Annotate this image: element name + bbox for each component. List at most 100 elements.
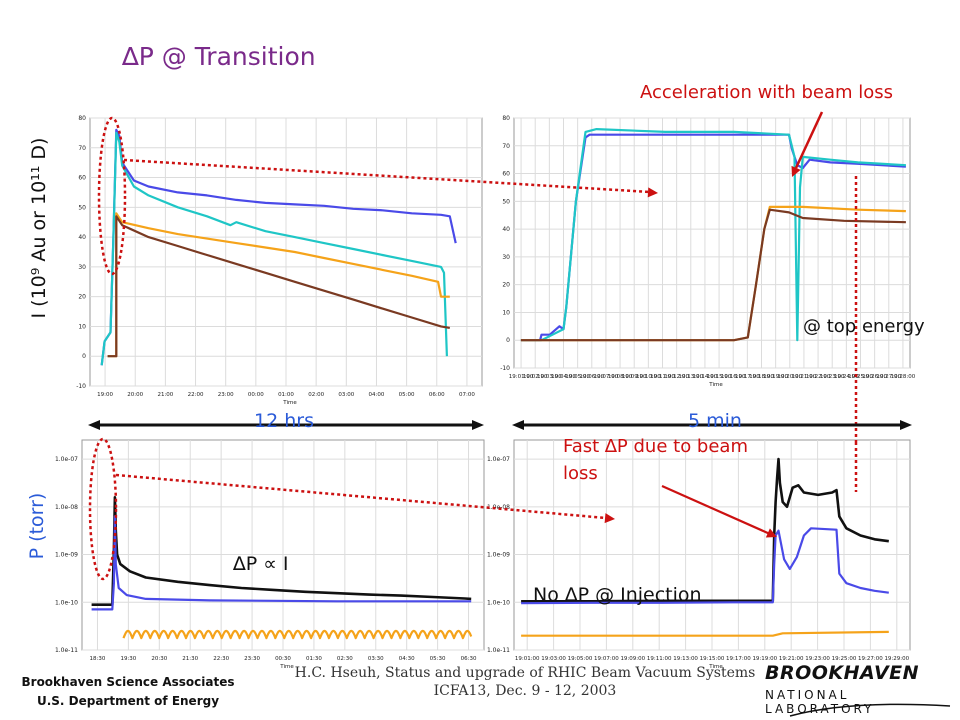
series-line-brown — [107, 215, 450, 358]
y-tick-label: 60 — [502, 171, 510, 178]
x-tick-label: 19:21:00 — [779, 656, 804, 662]
series-line-blue — [521, 527, 889, 605]
x-tick-label: 06:30 — [461, 656, 477, 662]
x-tick-label: 19:22:00 — [806, 374, 831, 380]
x-tick-label: 19:19:00 — [752, 656, 777, 662]
ylabel-pressure: P (torr) — [26, 492, 48, 560]
y-tick-label: 40 — [502, 226, 510, 233]
x-tick-label: 01:30 — [306, 656, 322, 662]
x-tick-label: 19:16:00 — [721, 374, 746, 380]
span-arrow-5min-right-head — [900, 420, 912, 430]
x-tick-label: 23:30 — [244, 656, 260, 662]
series-line-blue — [91, 515, 472, 611]
span-arrow-5min-left-head — [512, 420, 524, 430]
arrowhead-pressure — [604, 513, 615, 524]
annotation-dp-proportional: ∆P ∝ I — [233, 553, 289, 575]
y-tick-label: 80 — [78, 115, 86, 122]
x-axis-label: Time — [708, 382, 723, 388]
y-tick-label: 30 — [502, 254, 510, 261]
x-tick-label: 19:30 — [120, 656, 136, 662]
y-tick-label: 1.0e-09 — [55, 552, 78, 559]
x-tick-label: 19:11:00 — [650, 374, 675, 380]
x-tick-label: 18:30 — [90, 656, 106, 662]
y-tick-label: 1.0e-11 — [55, 647, 78, 654]
x-tick-label: 19:28:00 — [891, 374, 916, 380]
x-axis-label: Time — [708, 664, 723, 670]
x-tick-label: 23:00 — [218, 392, 234, 398]
span-arrow-12hrs-left-head — [88, 420, 100, 430]
series-line-brown — [520, 208, 906, 342]
highlight-ellipse-pressure — [88, 437, 118, 581]
footer-citation: H.C. Hseuh, Status and upgrade of RHIC B… — [288, 664, 762, 700]
x-axis-label: Time — [279, 664, 294, 670]
x-tick-label: 19:19:00 — [763, 374, 788, 380]
y-tick-label: 10 — [502, 309, 510, 316]
x-tick-label: 00:30 — [275, 656, 291, 662]
x-tick-label: 19:17:00 — [726, 656, 751, 662]
y-tick-label: 1.0e-09 — [487, 552, 510, 559]
y-tick-label: 50 — [502, 198, 510, 205]
y-tick-label: 1.0e-08 — [55, 504, 78, 511]
footer-citation-line2: ICFA13, Dec. 9 - 12, 2003 — [433, 683, 617, 699]
chart-pressure-5min: 1.0e-11 1.0e-10 1.0e-09 1.0e-08 1.0e-07 19:01… — [487, 439, 911, 670]
y-tick-label: 0 — [506, 337, 510, 344]
arrowhead-acceleration — [791, 165, 801, 177]
series-line-black — [521, 457, 889, 603]
x-tick-label: 19:09:00 — [622, 374, 647, 380]
footer-org-line2: U.S. Department of Energy — [36, 694, 220, 708]
arrow-acceleration — [794, 111, 824, 169]
x-tick-label: 19:15:00 — [707, 374, 732, 380]
y-tick-label: 1.0e-07 — [487, 456, 510, 463]
x-tick-label: 19:05:00 — [565, 374, 590, 380]
series-line-cyan — [100, 131, 448, 366]
x-tick-label: 19:18:00 — [749, 374, 774, 380]
series-line-orange — [107, 212, 450, 358]
logo-swoosh — [789, 703, 951, 717]
x-tick-label: 19:27:00 — [858, 656, 883, 662]
chart-pressure-12hr: 1.0e-11 1.0e-10 1.0e-09 1.0e-08 1.0e-07 18:30… — [55, 439, 485, 670]
x-tick-label: 04:30 — [399, 656, 415, 662]
x-tick-label: 19:23:00 — [805, 656, 830, 662]
arrowhead-current — [647, 187, 658, 198]
x-tick-label: 05:30 — [430, 656, 446, 662]
annotation-acceleration: Acceleration with beam loss — [640, 82, 894, 103]
x-tick-label: 19:26:00 — [862, 374, 887, 380]
x-tick-label: 19:13:00 — [678, 374, 703, 380]
x-tick-label: 02:30 — [337, 656, 353, 662]
x-tick-label: 19:15:00 — [700, 656, 725, 662]
x-tick-label: 22:30 — [213, 656, 229, 662]
y-tick-label: 50 — [78, 204, 86, 211]
arrowhead-fast-dp — [765, 528, 777, 538]
chart-current-12hr: -10 0 10 20 30 40 50 60 70 80 19:00 20:00 21:00 22:00… — [76, 115, 483, 406]
x-tick-label: 20:00 — [127, 392, 143, 398]
dotted-arrow-pressure — [115, 473, 607, 520]
span-arrow-12hrs-right-head — [472, 420, 484, 430]
y-tick-label: 1.0e-10 — [487, 599, 510, 606]
x-tick-label: 19:29:00 — [884, 656, 909, 662]
x-tick-label: 19:10:00 — [636, 374, 661, 380]
series-line-orange — [122, 629, 473, 640]
logo-line2: NATIONAL LABORATORY — [765, 688, 875, 716]
footer-citation-line1: H.C. Hseuh, Status and upgrade of RHIC B… — [294, 665, 756, 681]
y-tick-label: 0 — [82, 353, 86, 360]
x-tick-label: 19:27:00 — [876, 374, 901, 380]
x-tick-label: 19:03:00 — [537, 374, 562, 380]
x-tick-label: 19:04:00 — [551, 374, 576, 380]
x-tick-label: 19:07:00 — [594, 656, 619, 662]
y-tick-label: 1.0e-10 — [55, 599, 78, 606]
x-tick-label: 19:08:00 — [608, 374, 633, 380]
y-tick-label: 70 — [78, 145, 86, 152]
plot-frame — [513, 117, 911, 369]
x-tick-label: 01:00 — [278, 392, 294, 398]
y-tick-label: 10 — [78, 323, 86, 330]
series-line-cyan — [520, 128, 906, 342]
annotation-no-dp-injection: No ∆P @ Injection — [533, 584, 702, 606]
y-tick-label: 40 — [78, 234, 86, 241]
annotation-top-energy: @ top energy — [803, 316, 925, 337]
x-tick-label: 19:05:00 — [568, 656, 593, 662]
x-tick-label: 00:00 — [248, 392, 264, 398]
series-line-orange — [521, 630, 889, 637]
y-tick-label: -10 — [76, 383, 86, 390]
x-tick-label: 05:00 — [399, 392, 415, 398]
